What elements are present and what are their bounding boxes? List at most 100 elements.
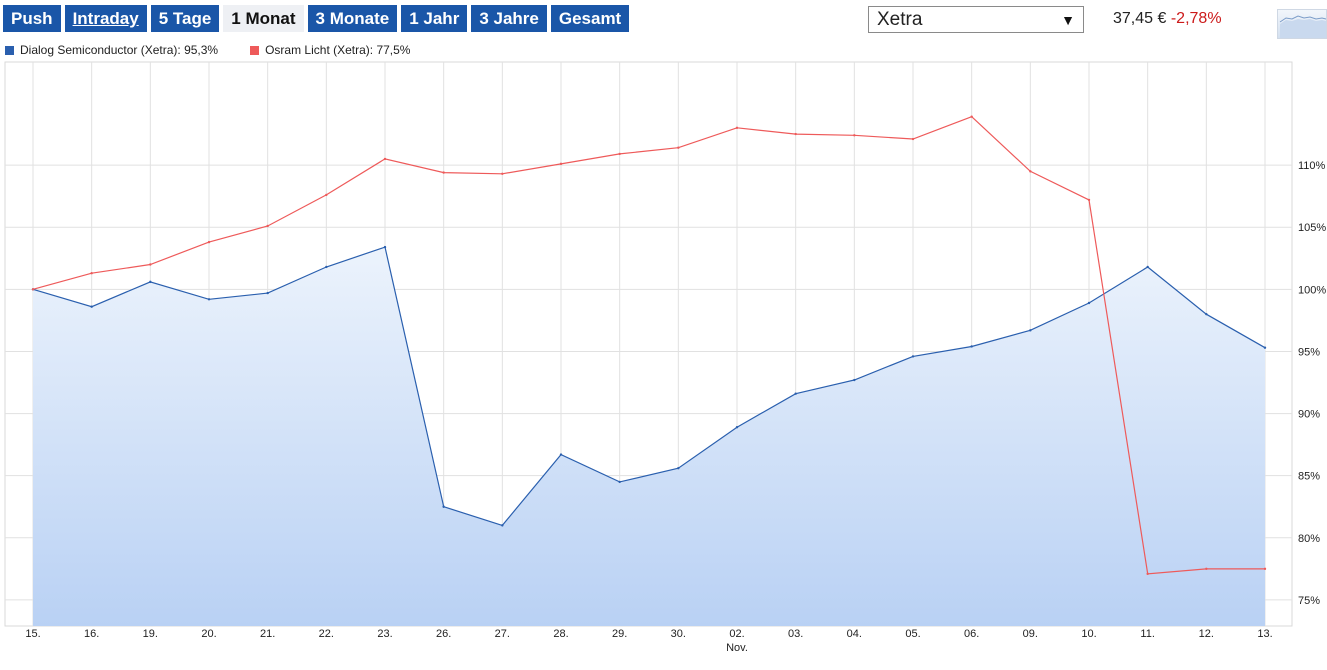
legend-swatch-osram (250, 45, 260, 55)
data-point-series-1 (677, 146, 680, 149)
data-point-series-0 (735, 426, 739, 429)
chart-legend: Dialog Semiconductor (Xetra): 95,3% Osra… (5, 43, 410, 57)
x-tick-label: 23. (377, 628, 392, 640)
data-point-series-0 (559, 453, 563, 456)
legend-label-osram: Osram Licht (Xetra): 77,5% (265, 43, 411, 57)
data-point-series-0 (911, 355, 915, 358)
data-point-series-1 (911, 137, 915, 141)
data-point-series-0 (853, 378, 856, 382)
data-point-series-0 (618, 480, 621, 484)
data-point-series-1 (266, 224, 269, 228)
x-tick-label: 11. (1140, 628, 1154, 640)
x-tick-label: 03. (788, 628, 803, 640)
legend-item-dialog: Dialog Semiconductor (Xetra): 95,3% (5, 43, 218, 57)
data-point-series-1 (31, 288, 35, 291)
x-tick-label: 06. (964, 628, 979, 640)
data-point-series-1 (383, 157, 387, 161)
x-tick-label: 09. (1023, 628, 1038, 640)
data-point-series-1 (149, 263, 152, 266)
x-tick-label: 12. (1199, 628, 1214, 640)
data-point-series-1 (1263, 567, 1267, 571)
data-point-series-1 (207, 240, 211, 244)
x-sub-label: Nov. (726, 642, 748, 654)
x-tick-label: 27. (495, 628, 510, 640)
x-tick-label: 13. (1257, 628, 1272, 640)
data-point-series-1 (442, 171, 445, 174)
data-point-series-1 (618, 152, 621, 156)
legend-swatch-dialog (5, 45, 14, 55)
tab-3-jahre[interactable]: 3 Jahre (471, 5, 547, 32)
y-tick-label: 110% (1298, 160, 1326, 172)
quote-price: 37,45 € (1113, 10, 1167, 27)
y-tick-label: 90% (1298, 409, 1320, 421)
data-point-series-0 (442, 505, 445, 508)
quote: 37,45 € -2,78% (1113, 10, 1222, 28)
data-point-series-0 (383, 245, 387, 249)
data-point-series-1 (90, 271, 93, 275)
tab-intraday[interactable]: Intraday (64, 5, 147, 32)
series-line-0 (32, 246, 1266, 527)
market-select[interactable]: Xetra ▼ (868, 6, 1084, 33)
series-area-0 (33, 247, 1265, 626)
data-point-series-0 (1263, 346, 1267, 349)
mini-chart-icon (1279, 15, 1326, 38)
data-point-series-0 (677, 467, 680, 470)
data-point-series-0 (207, 298, 211, 301)
y-tick-label: 95% (1298, 346, 1320, 358)
data-point-series-0 (1087, 301, 1091, 305)
x-tick-label: 10. (1081, 628, 1096, 640)
data-point-series-1 (1205, 567, 1208, 571)
data-point-series-0 (1205, 312, 1208, 316)
x-tick-label: 28. (553, 628, 568, 640)
quote-change: -2,78% (1170, 10, 1222, 27)
data-point-series-0 (794, 392, 797, 395)
x-tick-label: 19. (143, 628, 158, 640)
y-tick-label: 105% (1298, 222, 1326, 234)
x-tick-label: 05. (905, 628, 920, 640)
tab-1-jahr[interactable]: 1 Jahr (401, 5, 468, 32)
data-point-series-0 (970, 345, 973, 348)
data-point-series-0 (149, 280, 152, 284)
y-tick-label: 75% (1298, 595, 1320, 607)
market-select-value: Xetra (877, 8, 923, 30)
tab-gesamt[interactable]: Gesamt (550, 5, 630, 32)
y-tick-label: 85% (1298, 471, 1320, 483)
tab-3-monate[interactable]: 3 Monate (307, 5, 398, 32)
data-point-series-0 (325, 265, 328, 269)
data-point-series-1 (853, 134, 856, 137)
legend-item-osram: Osram Licht (Xetra): 77,5% (250, 43, 410, 57)
data-point-series-0 (1029, 329, 1032, 332)
data-point-series-0 (1146, 265, 1149, 269)
x-tick-label: 30. (671, 628, 686, 640)
tab-push[interactable]: Push (3, 5, 61, 32)
x-tick-label: 29. (612, 628, 627, 640)
data-point-series-0 (266, 291, 269, 295)
x-tick-label: 21. (260, 628, 275, 640)
data-point-series-1 (1087, 198, 1091, 202)
data-point-series-1 (559, 162, 563, 166)
x-tick-label: 15. (25, 628, 40, 640)
x-tick-label: 02. (729, 628, 744, 640)
data-point-series-1 (325, 193, 328, 197)
tab-1-monat[interactable]: 1 Monat (223, 5, 304, 32)
x-tick-label: 26. (436, 628, 451, 640)
data-point-series-1 (794, 132, 797, 136)
tab-5-tage[interactable]: 5 Tage (150, 5, 220, 32)
chevron-down-icon: ▼ (1061, 11, 1075, 28)
y-tick-label: 100% (1298, 284, 1326, 296)
x-tick-label: 22. (319, 628, 334, 640)
x-tick-label: 04. (847, 628, 862, 640)
data-point-series-1 (735, 126, 739, 130)
data-point-series-0 (90, 305, 93, 308)
y-tick-label: 80% (1298, 533, 1320, 545)
legend-label-dialog: Dialog Semiconductor (Xetra): 95,3% (20, 43, 219, 57)
data-point-series-1 (1146, 572, 1149, 576)
x-tick-label: 20. (201, 628, 216, 640)
data-point-series-0 (501, 524, 504, 527)
period-tabs: Push Intraday 5 Tage 1 Monat 3 Monate 1 … (3, 5, 630, 32)
series-line-1 (32, 116, 1265, 575)
mini-chart-thumbnail[interactable] (1277, 9, 1327, 39)
x-tick-label: 16. (84, 628, 99, 640)
data-point-series-1 (970, 115, 973, 118)
